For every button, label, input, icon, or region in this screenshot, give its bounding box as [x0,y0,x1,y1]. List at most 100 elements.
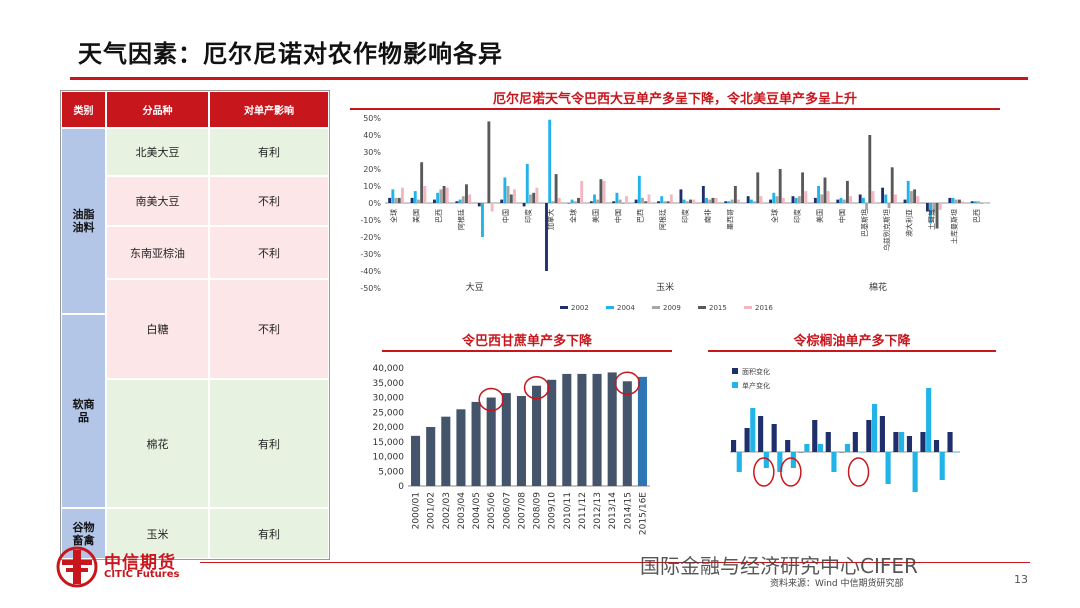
table-row-variety: 南美大豆 [106,176,209,226]
chart1-bar [836,199,840,203]
table-row-impact: 有利 [209,508,329,559]
chart3-bar-yield [763,452,769,468]
chart2-category-label: 2000/01 [412,492,422,529]
table-row-variety: 白糖 [106,279,209,379]
chart1-category-label: 巴西 [973,209,981,223]
chart2-category-label: 2015/16E [638,492,648,535]
chart1-bar [890,167,894,203]
chart1-bar [813,197,817,203]
chart1-bar [503,177,507,203]
chart1-bar [679,189,683,203]
chart1-bar [647,194,651,203]
chart1-bar [929,203,933,224]
chart1-bar [573,201,577,203]
chart1-bar [602,180,606,203]
chart1-category-label: 南非 [703,209,712,223]
chart2-y-tick: 20,000 [373,423,405,433]
chart1-y-tick: 30% [363,148,381,157]
chart1-bar [589,201,593,203]
chart1-category-label: 印度 [793,209,802,223]
chart1-bar [554,174,558,203]
chart3-bar-area [879,416,885,452]
chart1-category-label: 美国 [815,209,824,223]
table-row-impact: 不利 [209,176,329,226]
chart3-legend-label: 面积变化 [742,367,770,376]
chart1-bar [865,203,869,210]
chart2-bar [547,379,557,486]
chart1-bar [884,194,888,203]
chart1-bar [797,196,801,203]
chart3-bar-area [920,432,926,452]
page-number: 13 [1014,573,1028,586]
chart1-bar [916,196,920,203]
chart1-bar [906,180,910,203]
chart1-bar [685,201,689,203]
chart2-category-label: 2008/09 [533,492,543,530]
chart2-bar [456,409,466,486]
chart1-bar [858,194,862,203]
chart1-bar [871,191,875,203]
chart1-y-tick: 10% [363,182,381,191]
chart1-bar [791,196,795,203]
chart1-bar [692,199,696,203]
chart1-bar [557,197,561,203]
chart1-bar [804,191,808,203]
chart1-bar [477,203,481,207]
chart3-title-rule [708,350,996,352]
table-category-softs: 软商品 [61,314,106,508]
chart1-bar [951,197,955,203]
table-row-impact: 有利 [209,379,329,508]
table-row-variety: 玉米 [106,508,209,559]
chart1-y-tick: -10% [360,216,381,225]
chart1-category-label: 中国 [613,209,622,223]
chart1-bar [599,179,603,203]
chart1-bar [980,203,984,204]
chart1-bar [433,199,436,203]
chart2-y-tick: 30,000 [373,394,405,404]
chart2-bar [622,381,632,486]
chart1-category-label: 阿根廷 [456,209,465,230]
chart1-bar [823,177,827,203]
chart1-category-label: 加拿大 [546,209,555,230]
chart1-bar [705,197,708,203]
chart1-bar [711,197,715,203]
chart2-bar [637,376,647,486]
chart1-bar [909,191,913,203]
chart1-bar [532,192,536,203]
table-header-category: 类别 [61,91,106,128]
chart1-group-label: 棉花 [869,281,887,293]
citic-logo-icon [56,546,98,588]
chart1-category-label: 乌兹别克斯坦 [882,209,891,251]
table-category-oilseeds: 油脂油料 [61,128,106,314]
chart1-bar [551,201,555,203]
chart3-highlight-circle [753,457,775,487]
chart1-bar [893,194,897,203]
chart2-bar [426,427,436,486]
chart3-bar-yield [804,444,810,452]
chart2-category-label: 2006/07 [502,492,512,529]
chart1-bar [753,201,757,203]
chart1-bar [849,196,853,203]
chart2-bar [411,435,421,486]
chart3-bar-yield [871,404,878,452]
chart1-bar [708,199,712,203]
chart2-category-label: 2003/04 [457,492,467,530]
chart1-bar [525,163,529,203]
chart1-y-tick: -30% [360,250,381,259]
chart3-bar-yield [844,444,851,452]
chart2-y-tick: 5,000 [378,467,404,477]
chart1-bar [935,203,939,229]
chart2-highlight-circle [523,375,550,400]
chart1-bar [637,175,641,203]
chart1-bar [634,199,638,203]
chart1-bar [759,196,763,203]
chart1-bar [641,197,644,203]
chart2-y-tick: 35,000 [373,379,405,389]
chart1-legend-swatch [606,306,614,309]
chart1-bar [746,196,750,203]
chart1-bar [625,196,628,203]
chart1-category-label: 印度 [681,209,690,223]
chart2-bar [486,397,496,486]
chart1-bar [881,187,885,203]
chart1-category-label: 土库曼斯坦 [949,209,958,244]
